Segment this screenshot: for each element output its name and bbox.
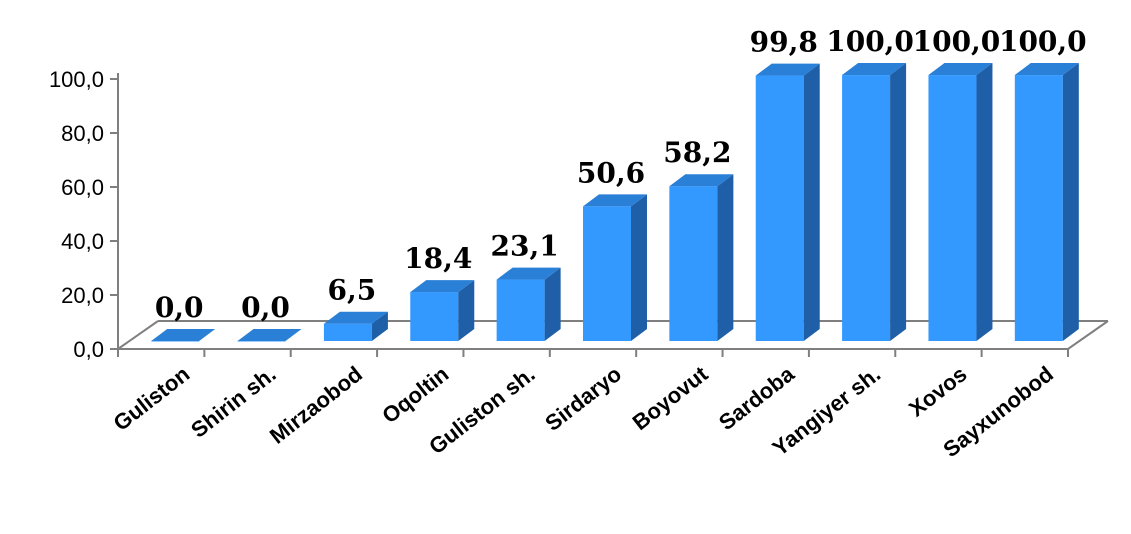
data-label: 6,5 (328, 274, 377, 307)
bar-top (1014, 63, 1079, 76)
bar (323, 311, 388, 341)
bar-side (544, 267, 561, 341)
y-tick-label: 60,0 (61, 175, 104, 200)
bar (755, 63, 820, 341)
category-label: Xovos (904, 361, 971, 421)
bar-front (410, 292, 459, 341)
data-label: 18,4 (404, 242, 472, 275)
bar (842, 63, 907, 342)
data-label: 100,0 (826, 25, 914, 58)
data-label: 100,0 (913, 25, 1001, 58)
data-labels: 0,0 0,06,518,4 23,150,658,299,8 100,0100,01… (155, 25, 1087, 324)
bar (583, 194, 647, 341)
bar-side (1062, 63, 1079, 342)
bar (237, 329, 302, 342)
bar-top (496, 267, 561, 280)
bar-front (151, 341, 200, 342)
data-label: 23,1 (491, 230, 559, 263)
bar-front (755, 75, 804, 341)
bar-side (371, 311, 388, 341)
category-label: Sardoba (714, 361, 799, 435)
data-label: 99,8 (750, 26, 818, 59)
category-label: Guliston (109, 361, 195, 436)
bar-top (237, 329, 302, 341)
data-label: 50,6 (577, 156, 645, 189)
bar-top (842, 63, 907, 76)
bar (928, 63, 993, 342)
data-label: 0,0 (155, 291, 204, 324)
data-label: 100,0 (999, 25, 1087, 58)
bar-side (717, 174, 734, 341)
bar-top (755, 63, 820, 76)
bar-front (583, 206, 631, 341)
bar-side (890, 63, 907, 342)
bar-top (583, 194, 647, 207)
bar-front (669, 186, 718, 341)
bar (496, 267, 561, 341)
bar-top (410, 280, 475, 293)
data-label: 0,0 (241, 291, 290, 324)
data-label: 58,2 (663, 136, 731, 169)
bar-side (631, 194, 647, 341)
bar (151, 329, 216, 342)
bar-top (323, 311, 388, 324)
bar-side (976, 63, 993, 342)
category-label: Boyovut (628, 361, 713, 435)
bar-front (237, 341, 286, 342)
bar-top (151, 329, 216, 341)
bar-side (458, 280, 475, 341)
y-tick-label: 0,0 (73, 337, 104, 362)
category-label: Mirzaobod (265, 361, 367, 448)
chart-bars (151, 63, 1079, 342)
bar-front (323, 323, 372, 341)
category-label: Sirdaryo (540, 361, 626, 436)
bar-front (1014, 75, 1063, 342)
category-label: Oqoltin (377, 361, 453, 428)
bar-front (928, 75, 977, 342)
bar-side (803, 63, 820, 341)
bar (1014, 63, 1079, 342)
bar-top (928, 63, 993, 76)
bar (410, 280, 475, 341)
bar (669, 174, 734, 341)
y-tick-label: 100,0 (49, 67, 104, 92)
y-axis-ticks: 0,0 20,0 40,0 60,0 80,0 100,0 (49, 67, 118, 362)
y-tick-label: 20,0 (61, 283, 104, 308)
bar-top (669, 174, 734, 187)
x-axis-floor-left (117, 320, 159, 350)
bar-front (496, 279, 545, 341)
y-tick-label: 80,0 (61, 121, 104, 146)
y-tick-label: 40,0 (61, 229, 104, 254)
bar-front (842, 75, 891, 342)
